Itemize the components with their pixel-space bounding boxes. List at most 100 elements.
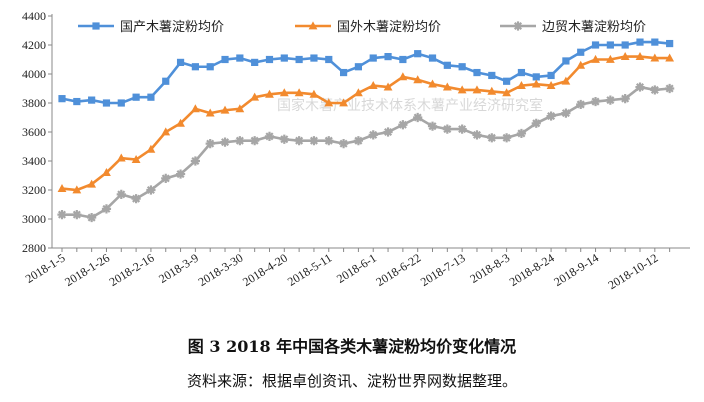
data-point (354, 88, 363, 97)
data-point (472, 130, 482, 140)
data-point (457, 85, 467, 94)
data-point (442, 82, 452, 91)
data-point (576, 60, 586, 69)
data-point (488, 71, 496, 80)
data-point (309, 89, 319, 98)
data-point (87, 179, 97, 188)
data-point (503, 77, 511, 85)
x-tick-label: 2018-8-24 (507, 251, 557, 289)
y-tick-label: 3000 (22, 212, 46, 226)
data-point (576, 99, 586, 110)
data-point (458, 63, 466, 71)
data-point (398, 120, 408, 130)
data-point (161, 173, 171, 183)
data-point (605, 54, 615, 63)
data-point (147, 93, 155, 101)
data-point (294, 136, 304, 146)
data-point (310, 54, 318, 62)
data-point (531, 118, 541, 128)
data-point (176, 118, 185, 127)
data-point (413, 112, 423, 123)
data-point (324, 136, 334, 146)
data-point (635, 52, 645, 60)
data-point (117, 99, 125, 107)
data-point (73, 97, 81, 106)
figure-caption: 图 3 2018 年中国各类木薯淀粉均价变化情况 (187, 337, 517, 356)
y-tick-label: 4200 (22, 38, 46, 52)
data-point (561, 76, 571, 85)
data-point (635, 82, 645, 92)
data-point (220, 105, 230, 114)
data-point (338, 139, 349, 149)
data-point (546, 111, 556, 121)
data-point (220, 137, 230, 147)
data-point (58, 95, 66, 103)
data-point (265, 89, 274, 98)
data-point (221, 55, 229, 64)
data-point (206, 63, 214, 71)
data-point (251, 58, 259, 66)
data-point (324, 98, 334, 107)
data-point (57, 183, 67, 192)
data-point (369, 54, 377, 62)
x-tick-label: 2018-3-9 (156, 251, 201, 286)
data-point (235, 136, 245, 146)
data-point (190, 104, 200, 113)
data-point (146, 185, 156, 195)
data-point (383, 127, 393, 137)
data-point (665, 83, 675, 94)
x-tick-label: 2018-9-14 (551, 251, 601, 289)
data-point (280, 54, 288, 62)
legend-label: 边贸木薯淀粉均价 (542, 20, 646, 35)
line-chart: 2800 3000 3200 3400 3600 3800 4000 4200 4400 201… (22, 9, 690, 293)
data-point (517, 68, 526, 77)
figure-source-note: 资料来源：根据卓创资讯、淀粉世界网数据整理。 (186, 372, 517, 390)
data-point (562, 57, 570, 65)
data-point (546, 81, 556, 89)
data-point (72, 185, 82, 194)
chart-watermark: 国家木薯产业技术体系木薯产业经济研究室 (277, 97, 543, 114)
data-point (428, 79, 437, 88)
y-tick-label: 2800 (22, 241, 46, 255)
legend-item-3: 边贸木薯淀粉均价 (500, 20, 646, 35)
data-point (427, 121, 438, 131)
data-point (87, 212, 97, 223)
data-point (116, 153, 126, 162)
data-point (368, 130, 378, 140)
legend-marker (92, 22, 100, 30)
data-point (651, 38, 659, 46)
x-tick-label: 2018-2-16 (107, 251, 157, 289)
data-point (72, 210, 82, 220)
data-point (161, 127, 171, 136)
data-point (190, 156, 200, 166)
legend-label: 国产木薯淀粉均价 (120, 20, 224, 35)
data-point (650, 53, 660, 62)
data-point (309, 136, 319, 146)
data-point (398, 72, 408, 81)
data-point (131, 194, 141, 204)
data-point (116, 189, 126, 199)
data-point (590, 96, 601, 107)
series-line (61, 55, 670, 192)
data-point (162, 77, 170, 85)
data-point (264, 131, 275, 141)
data-point (428, 54, 437, 62)
x-tick-label: 2018-1-5 (23, 251, 68, 286)
data-point (487, 133, 497, 143)
data-point (146, 144, 156, 153)
data-point (176, 58, 185, 66)
data-point (353, 136, 364, 146)
series-1 (58, 38, 674, 107)
data-point (339, 98, 348, 107)
data-point (383, 82, 393, 91)
x-tick-label: 2018-10-12 (606, 251, 661, 293)
data-point (414, 50, 422, 58)
data-point (175, 169, 186, 179)
legend-item-2: 国外木薯淀粉均价 (295, 20, 441, 35)
y-tick-label: 3400 (22, 154, 46, 168)
data-point (325, 55, 333, 64)
x-tick-label: 2018-3-30 (196, 251, 246, 289)
data-point (472, 85, 482, 94)
data-point (191, 63, 199, 71)
data-point (650, 85, 660, 95)
